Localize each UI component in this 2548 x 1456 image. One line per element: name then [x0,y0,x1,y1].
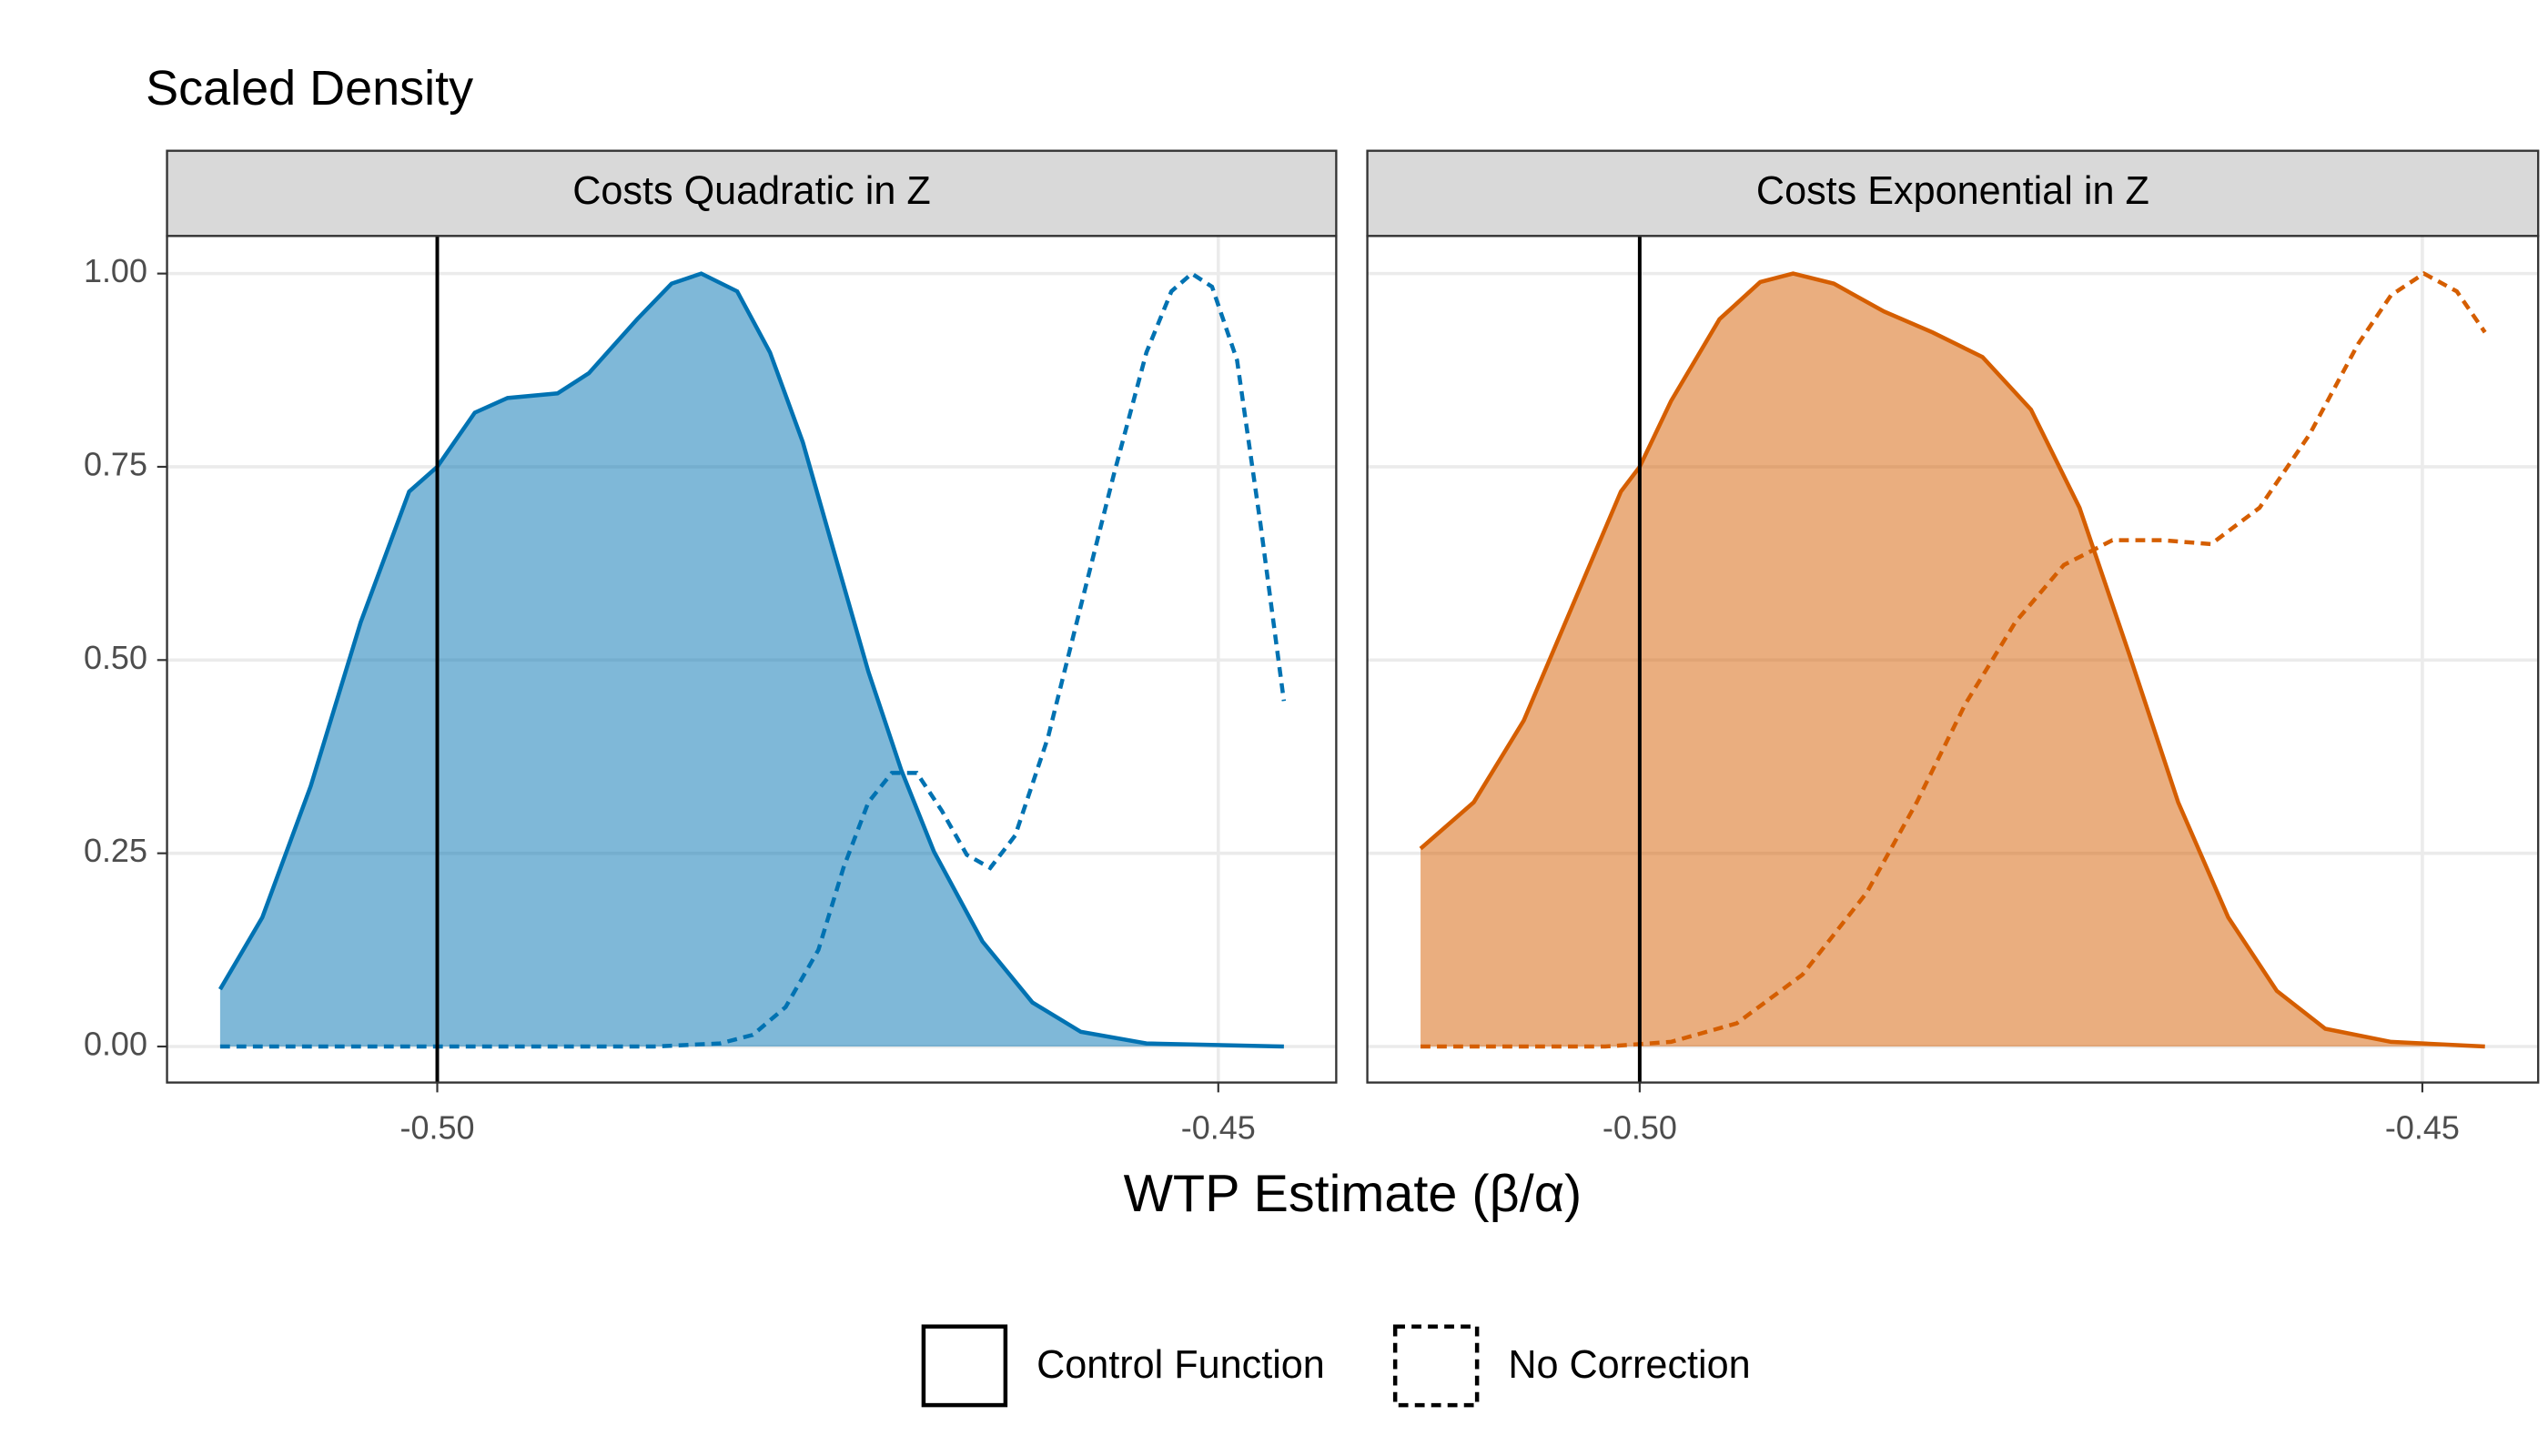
density-line [217,271,1284,1049]
y-tick-label: 0.25 [84,832,147,869]
legend-label: Control Function [1036,1343,1325,1387]
density-line [1419,271,2485,1049]
legend-key [921,1324,1008,1408]
y-tick-label: 1.00 [84,252,147,289]
legend-label: No Correction [1508,1343,1750,1387]
y-tick-label: 0.00 [84,1026,147,1063]
x-tick-label: -0.45 [1181,1108,1256,1146]
strip [166,149,1338,238]
y-tick-label: 0.75 [84,445,147,482]
legend: Control Function No Correction [921,1324,1751,1408]
density-line [1421,271,2487,1049]
strip-title: Costs Quadratic in Z [572,169,930,213]
x-tick-label: -0.50 [400,1108,475,1146]
y-axis-title: Scaled Density [146,61,473,116]
x-axis-title: WTP Estimate (β/α) [1124,1165,1582,1223]
density-area [219,273,1284,1047]
x-tick-label: -0.50 [1603,1108,1677,1146]
strip-title: Costs Exponential in Z [1756,169,2149,213]
legend-key [1392,1324,1480,1408]
y-tick-label: 0.50 [84,639,147,676]
x-tick-label: -0.45 [2385,1108,2460,1146]
density-area [1421,273,2485,1047]
strip [1366,149,2540,238]
density-line [219,270,1287,1049]
